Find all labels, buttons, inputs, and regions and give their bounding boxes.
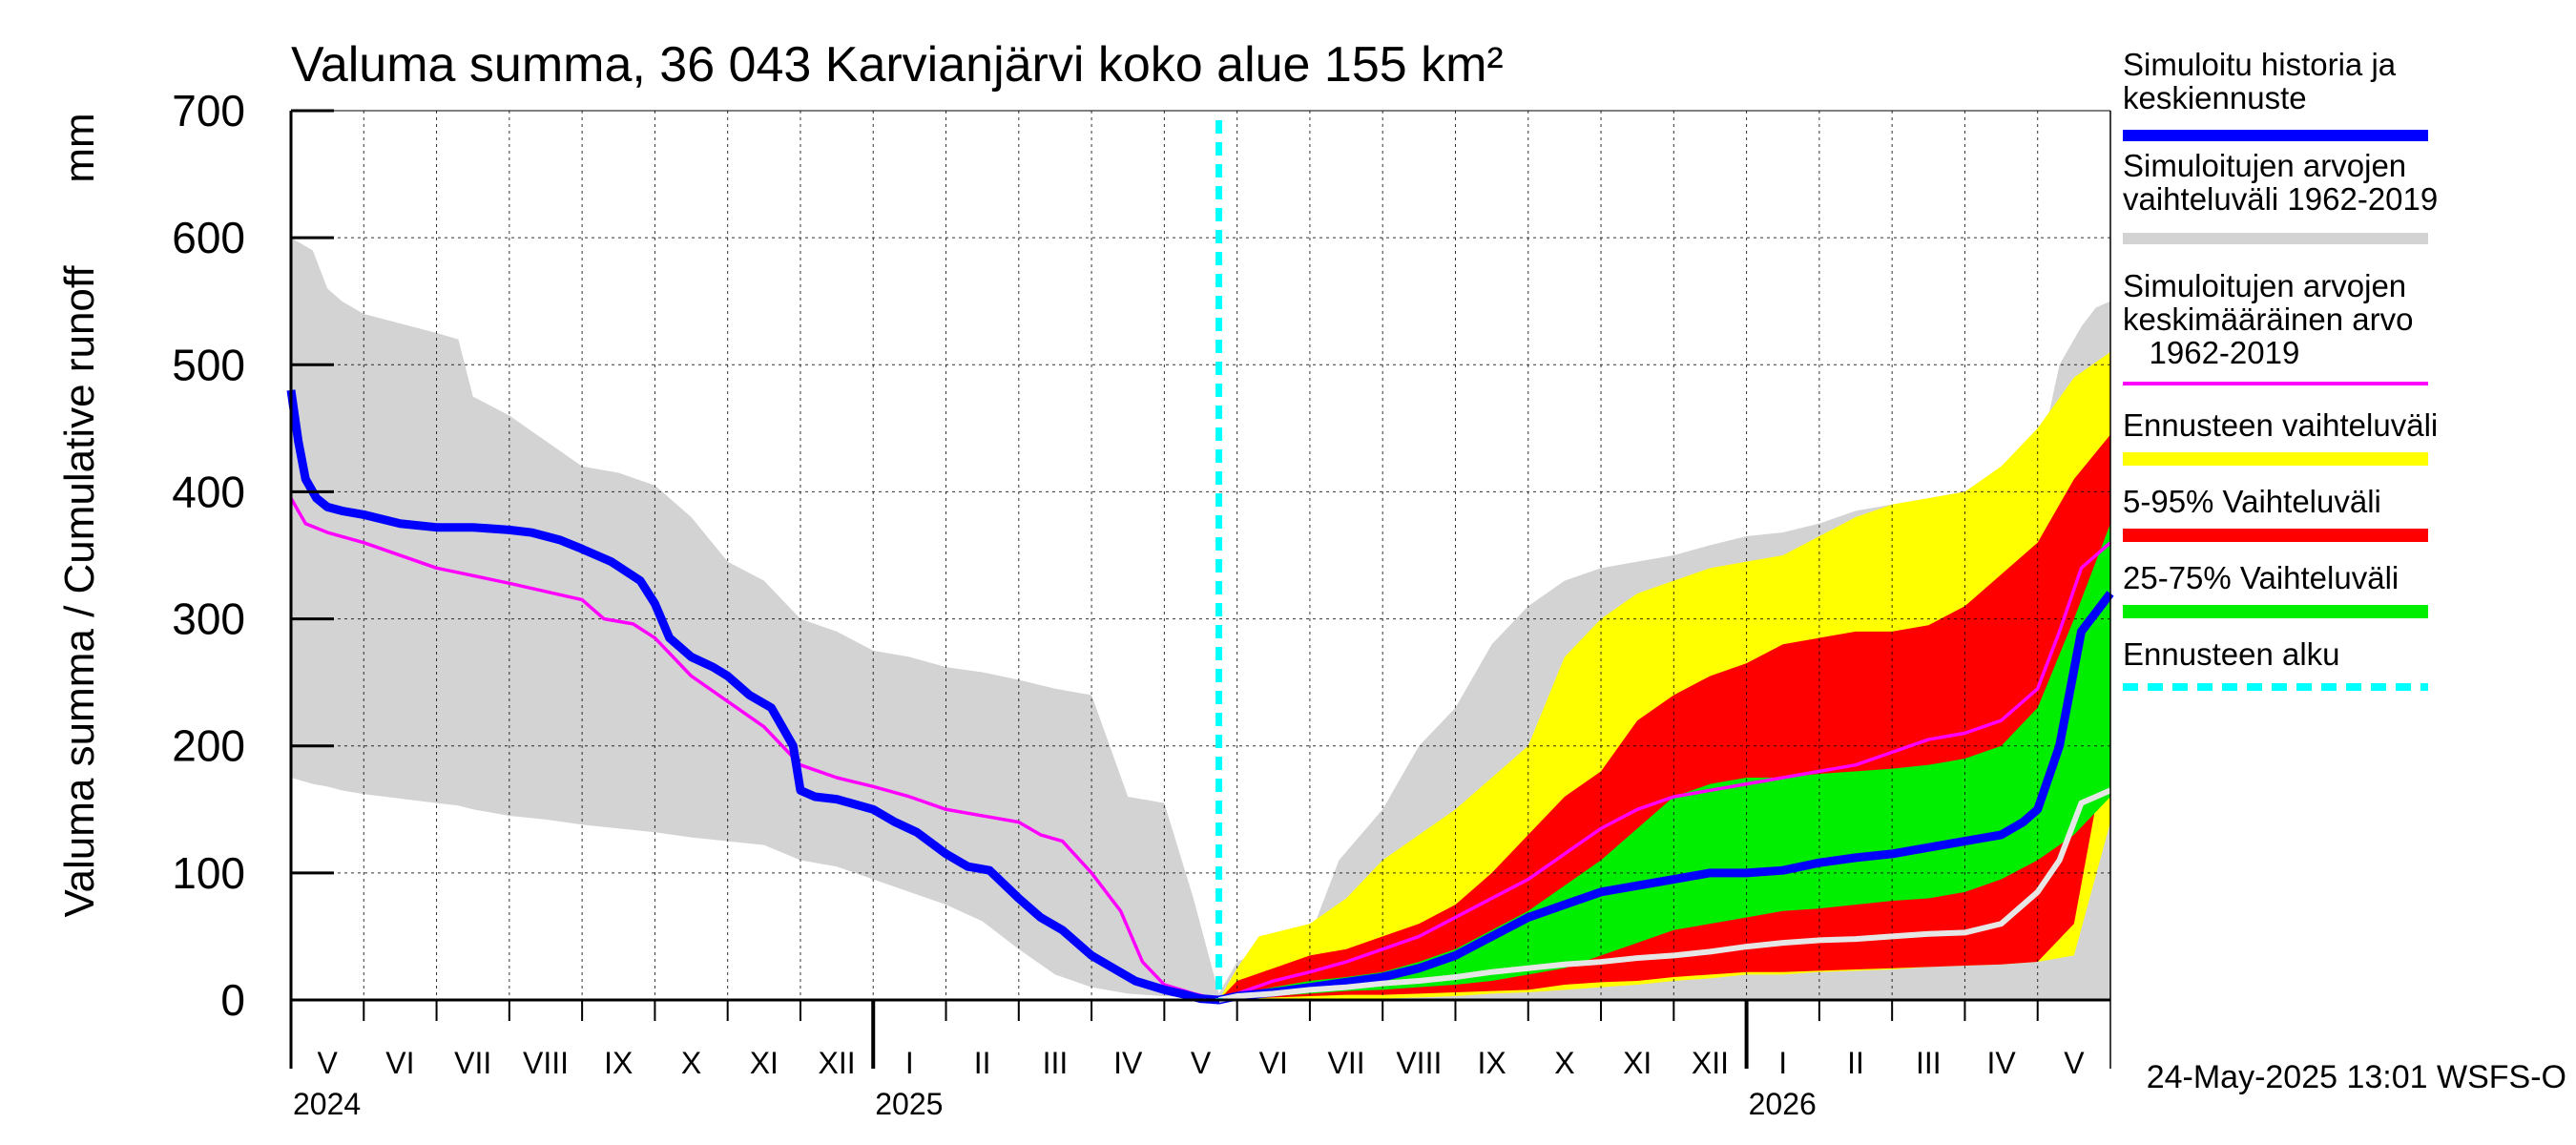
- y-tick-label: 200: [172, 721, 245, 771]
- y-axis-label: Valuma summa / Cumulative runoff: [56, 265, 103, 918]
- month-label: V: [2064, 1046, 2085, 1080]
- month-label: VIII: [523, 1046, 569, 1080]
- legend-label: 5-95% Vaihteluväli: [2123, 484, 2381, 519]
- legend-entry-hist-range: Simuloitujen arvojen vaihteluväli 1962-2…: [2123, 148, 2571, 244]
- legend-entry-5-95: 5-95% Vaihteluväli: [2123, 484, 2571, 542]
- y-axis-unit: mm: [56, 113, 103, 182]
- legend-entry-simulated: Simuloitu historia ja keskiennuste: [2123, 47, 2571, 141]
- legend-label: Simuloitujen arvojen vaihteluväli 1962-2…: [2123, 148, 2439, 217]
- month-label: X: [1554, 1046, 1574, 1080]
- month-label: X: [681, 1046, 701, 1080]
- month-label: II: [1847, 1046, 1864, 1080]
- legend-entry-hist-mean: Simuloitujen arvojen keskimääräinen arvo…: [2123, 268, 2571, 385]
- legend-swatch-cyan-dashed: [2123, 683, 2428, 691]
- y-tick-label: 600: [172, 213, 245, 262]
- month-label: I: [905, 1046, 914, 1080]
- y-tick-label: 400: [172, 467, 245, 516]
- month-label: IV: [1986, 1046, 2016, 1080]
- year-label: 2024: [293, 1087, 361, 1121]
- legend-swatch-green: [2123, 605, 2428, 618]
- legend-swatch-yellow: [2123, 452, 2428, 466]
- month-label: IV: [1113, 1046, 1143, 1080]
- month-label: III: [1916, 1046, 1942, 1080]
- legend-label: Ennusteen vaihteluväli: [2123, 407, 2439, 443]
- month-label: XII: [1692, 1046, 1729, 1080]
- grid-layer: [291, 111, 2110, 1000]
- legend-swatch-magenta: [2123, 382, 2428, 385]
- month-label: III: [1043, 1046, 1069, 1080]
- month-label: XI: [1623, 1046, 1652, 1080]
- legend-entry-25-75: 25-75% Vaihteluväli: [2123, 560, 2571, 618]
- month-label: II: [974, 1046, 991, 1080]
- chart-title: Valuma summa, 36 043 Karvianjärvi koko a…: [291, 37, 1504, 93]
- legend-entry-forecast-range: Ennusteen vaihteluväli: [2123, 407, 2571, 466]
- legend-swatch-red: [2123, 529, 2428, 542]
- legend-swatch-blue: [2123, 130, 2428, 141]
- legend-entry-forecast-start: Ennusteen alku: [2123, 636, 2571, 691]
- year-label: 2026: [1749, 1087, 1817, 1121]
- month-label: V: [1191, 1046, 1212, 1080]
- line-simulated_history_forecast: [286, 389, 2114, 1005]
- legend-label: Simuloitu historia ja keskiennuste: [2123, 47, 2397, 115]
- month-label: VII: [454, 1046, 491, 1080]
- y-tick-label: 500: [172, 340, 245, 389]
- month-label: IX: [1478, 1046, 1506, 1080]
- legend-swatch-gray: [2123, 233, 2428, 244]
- y-tick-label: 300: [172, 594, 245, 644]
- legend-label: Ennusteen alku: [2123, 636, 2340, 672]
- y-tick-label: 700: [172, 86, 245, 135]
- legend-label: Simuloitujen arvojen keskimääräinen arvo…: [2123, 268, 2414, 370]
- lines-layer: [286, 120, 2114, 1005]
- y-tick-label: 0: [220, 975, 245, 1025]
- month-label: IX: [604, 1046, 633, 1080]
- month-label: VII: [1327, 1046, 1364, 1080]
- month-label: VIII: [1396, 1046, 1442, 1080]
- month-label: VI: [385, 1046, 414, 1080]
- month-label: XI: [750, 1046, 779, 1080]
- line-white_reference: [1217, 787, 2112, 1003]
- month-label: V: [317, 1046, 338, 1080]
- band-range_25_75: [1218, 523, 2110, 1000]
- month-label: VI: [1259, 1046, 1288, 1080]
- month-label: I: [1778, 1046, 1787, 1080]
- legend-label: 25-75% Vaihteluväli: [2123, 560, 2399, 595]
- year-label: 2025: [875, 1087, 943, 1121]
- month-label: XII: [819, 1046, 856, 1080]
- y-tick-label: 100: [172, 848, 245, 898]
- footer-timestamp: 24-May-2025 13:01 WSFS-O: [2146, 1059, 2566, 1095]
